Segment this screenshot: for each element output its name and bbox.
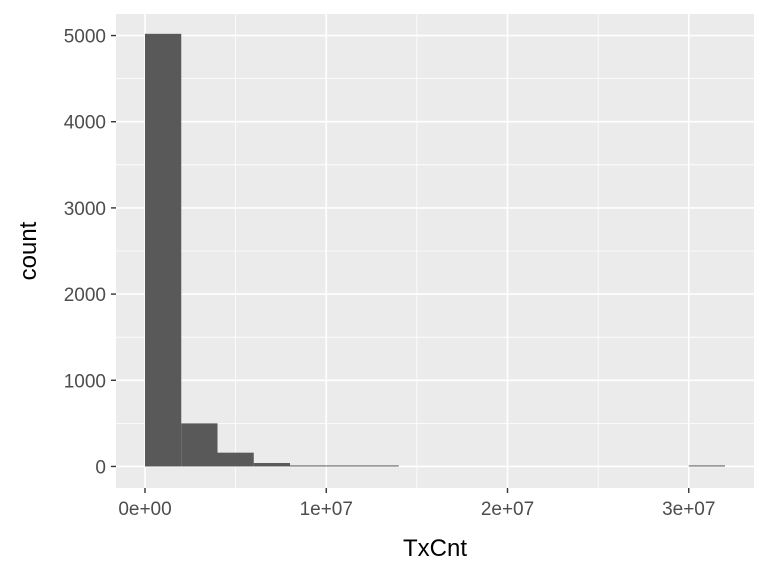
x-axis-title: TxCnt — [403, 535, 467, 562]
histogram-bar — [217, 452, 254, 467]
y-tick-label: 3000 — [64, 199, 106, 220]
x-tick-label: 0e+00 — [118, 499, 171, 520]
y-axis-title: count — [15, 221, 42, 280]
histogram-bar — [688, 465, 725, 467]
y-tick-label: 2000 — [64, 285, 106, 306]
x-tick-label: 3e+07 — [662, 499, 715, 520]
histogram-bar — [253, 463, 290, 467]
y-tick-label: 1000 — [64, 371, 106, 392]
y-axis: 0 1000 2000 3000 4000 5000 — [64, 27, 116, 478]
x-axis: 0e+00 1e+07 2e+07 3e+07 — [118, 488, 715, 520]
histogram-bar — [145, 33, 182, 467]
histogram-bar — [326, 465, 363, 467]
y-tick-label: 5000 — [64, 27, 106, 48]
y-tick-label: 4000 — [64, 113, 106, 134]
bars — [145, 33, 725, 467]
grid-minor — [116, 14, 754, 488]
x-tick-label: 2e+07 — [481, 499, 534, 520]
histogram-bar — [181, 423, 218, 467]
histogram-bar — [362, 465, 399, 467]
y-tick-label: 0 — [95, 457, 106, 478]
histogram-bar — [290, 465, 327, 467]
x-tick-label: 1e+07 — [300, 499, 353, 520]
